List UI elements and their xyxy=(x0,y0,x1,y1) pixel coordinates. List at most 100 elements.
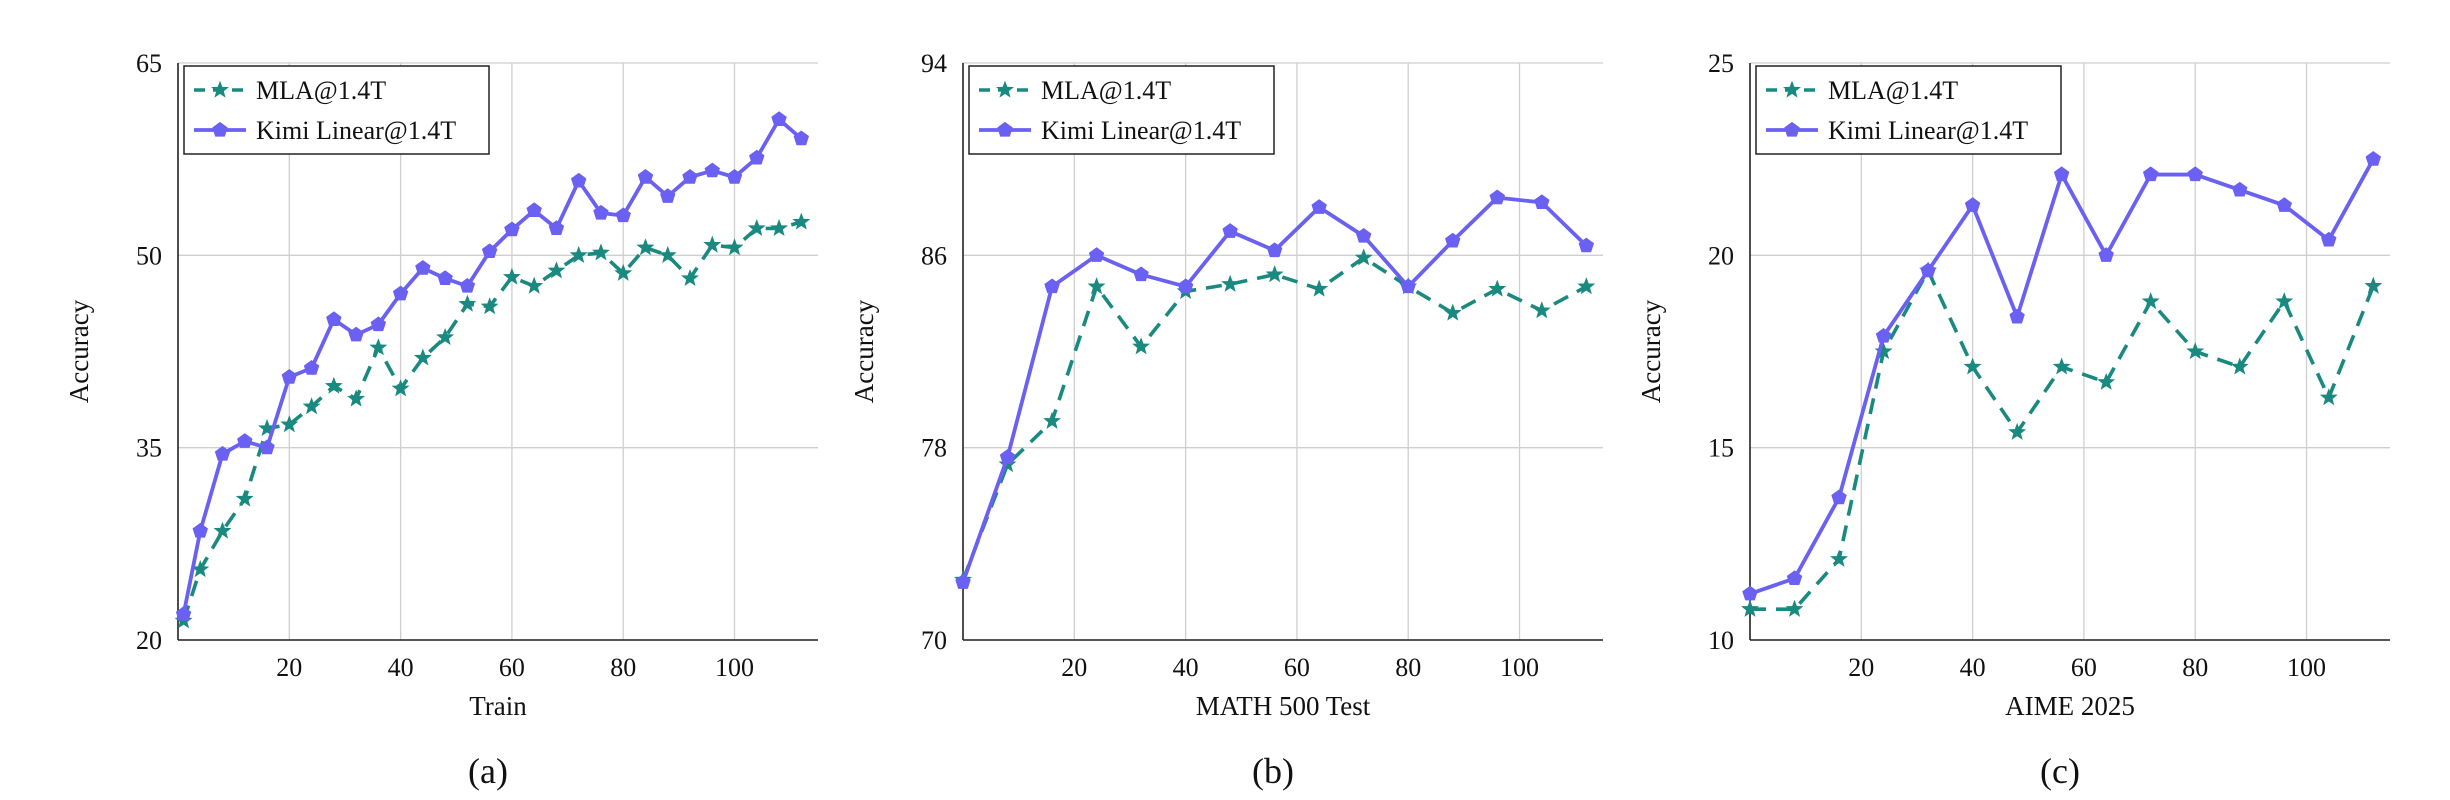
data-point-kimi-linear xyxy=(1222,223,1238,238)
legend-label: MLA@1.4T xyxy=(1041,76,1171,105)
data-point-kimi-linear xyxy=(192,522,208,538)
legend-label: Kimi Linear@1.4T xyxy=(256,116,456,145)
data-point-mla xyxy=(792,212,811,230)
data-point-kimi-linear xyxy=(504,221,520,237)
data-point-kimi-linear xyxy=(1875,327,1892,343)
data-point-kimi-linear xyxy=(2053,166,2070,182)
data-point-mla xyxy=(391,379,410,397)
data-point-mla xyxy=(1532,301,1551,319)
data-point-mla xyxy=(213,521,232,539)
data-point-mla xyxy=(2364,276,2383,294)
y-tick-label: 20 xyxy=(136,626,162,655)
data-point-mla xyxy=(1488,279,1507,297)
data-point-mla xyxy=(525,276,544,294)
data-point-mla xyxy=(1265,265,1284,283)
data-point-kimi-linear xyxy=(2187,166,2203,182)
data-point-kimi-linear xyxy=(526,202,542,218)
data-point-kimi-linear xyxy=(570,172,587,188)
data-point-kimi-linear xyxy=(326,311,342,327)
data-point-mla xyxy=(1043,411,1062,429)
y-tick-label: 70 xyxy=(921,626,947,655)
data-point-kimi-linear xyxy=(437,270,453,285)
chart-panel-c: 20 40 60 80 100 10 15 20 25 AIME 2025 Accuracy (c) M… xyxy=(1636,49,2390,791)
data-point-kimi-linear xyxy=(955,574,971,589)
y-axis-label: Accuracy xyxy=(64,299,94,403)
data-point-kimi-linear xyxy=(2009,308,2025,324)
data-point-mla xyxy=(747,218,766,237)
data-point-kimi-linear xyxy=(1044,278,1060,294)
data-point-mla xyxy=(1443,303,1462,321)
x-tick-label: 20 xyxy=(276,653,302,682)
legend-marker-mla xyxy=(211,80,229,98)
data-point-mla xyxy=(614,263,633,281)
data-point-mla xyxy=(636,238,655,256)
x-tick-label: 100 xyxy=(715,653,754,682)
legend-label: Kimi Linear@1.4T xyxy=(1828,116,2028,145)
data-point-kimi-linear xyxy=(704,162,720,178)
data-point-kimi-linear xyxy=(2232,181,2248,197)
series-line-kimi-linear xyxy=(1749,158,2375,596)
y-tick-label: 65 xyxy=(136,49,162,78)
data-point-kimi-linear xyxy=(259,439,275,455)
data-point-kimi-linear xyxy=(237,433,253,448)
data-point-mla xyxy=(369,338,388,356)
data-point-mla xyxy=(1087,277,1106,295)
data-point-mla xyxy=(703,235,722,253)
data-point-kimi-linear xyxy=(1355,227,1372,243)
y-tick-label: 35 xyxy=(136,434,162,463)
data-point-mla xyxy=(725,238,744,256)
y-tick-label: 94 xyxy=(921,49,947,78)
data-point-mla xyxy=(658,245,677,263)
data-point-mla xyxy=(1785,599,1804,617)
legend-marker-mla xyxy=(1783,80,1801,98)
x-tick-label: 20 xyxy=(1061,653,1087,682)
data-point-kimi-linear xyxy=(771,111,787,126)
y-tick-label: 15 xyxy=(1708,434,1734,463)
x-axis-label: AIME 2025 xyxy=(2005,691,2135,721)
data-point-mla xyxy=(1310,279,1329,297)
x-tick-label: 60 xyxy=(2071,653,2097,682)
data-point-kimi-linear xyxy=(1534,194,1550,210)
data-point-kimi-linear xyxy=(370,316,387,332)
data-point-kimi-linear xyxy=(682,169,698,184)
chart-panel-a: 20 40 60 80 100 20 35 50 65 Train Accuracy (a) MLA@1… xyxy=(64,49,818,791)
data-point-mla xyxy=(1354,248,1373,266)
data-point-mla xyxy=(1741,599,1759,617)
data-point-kimi-linear xyxy=(1088,247,1105,262)
legend-marker-mla xyxy=(996,80,1014,98)
x-tick-label: 40 xyxy=(1173,653,1199,682)
data-point-mla xyxy=(2275,292,2294,310)
data-point-kimi-linear xyxy=(660,188,676,203)
legend-box xyxy=(1755,65,2062,155)
data-point-kimi-linear xyxy=(2321,231,2337,247)
data-point-kimi-linear xyxy=(303,360,320,375)
data-point-kimi-linear xyxy=(637,169,654,184)
data-point-kimi-linear xyxy=(726,169,743,184)
data-point-kimi-linear xyxy=(2142,166,2159,182)
data-point-kimi-linear xyxy=(615,207,631,223)
data-point-mla xyxy=(681,268,699,287)
y-tick-label: 78 xyxy=(921,434,947,463)
data-point-mla xyxy=(1132,337,1151,355)
legend-marker-kimi-linear xyxy=(212,121,228,137)
data-point-mla xyxy=(480,297,499,315)
x-tick-label: 60 xyxy=(499,653,525,682)
x-tick-label: 40 xyxy=(1960,653,1986,682)
data-point-mla xyxy=(302,397,321,415)
x-tick-label: 80 xyxy=(2182,653,2208,682)
series-line-kimi-linear xyxy=(181,117,803,615)
data-point-mla xyxy=(770,218,789,237)
data-point-kimi-linear xyxy=(459,277,476,293)
legend-box xyxy=(183,65,490,155)
data-point-kimi-linear xyxy=(415,260,431,275)
data-point-mla xyxy=(2141,292,2160,310)
x-tick-label: 100 xyxy=(1500,653,1539,682)
x-tick-label: 40 xyxy=(388,653,414,682)
data-point-kimi-linear xyxy=(1266,242,1283,258)
data-point-kimi-linear xyxy=(1400,278,1416,294)
x-axis-label: Train xyxy=(469,691,527,721)
data-point-kimi-linear xyxy=(593,204,609,220)
data-point-mla xyxy=(1577,277,1596,295)
data-point-kimi-linear xyxy=(2098,247,2114,262)
